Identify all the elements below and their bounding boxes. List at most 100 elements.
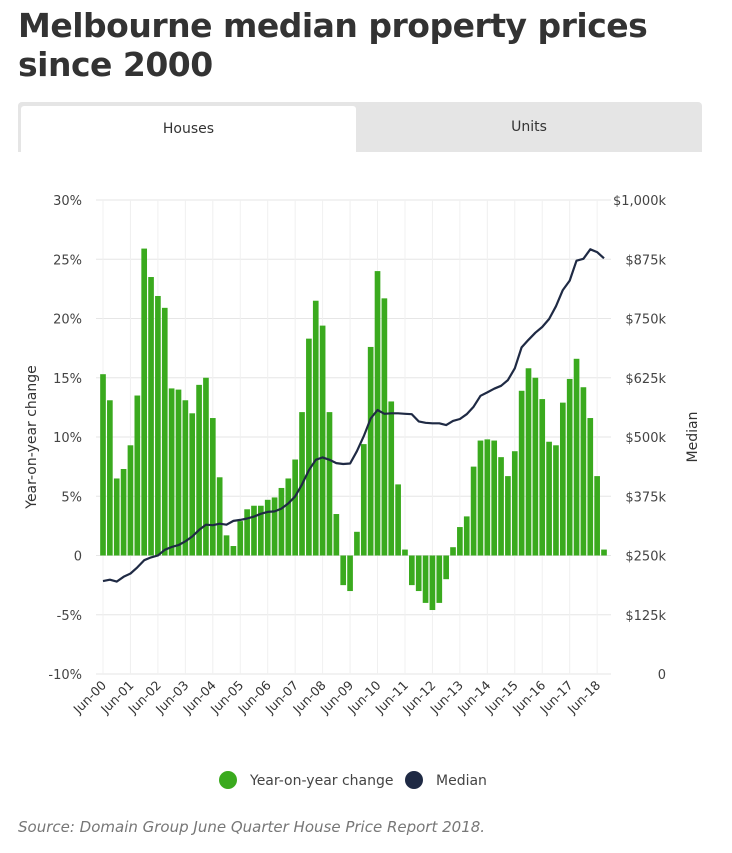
y-tick-label: 15% <box>53 372 82 387</box>
bar <box>580 387 587 556</box>
bar <box>422 555 429 603</box>
bar <box>553 445 559 556</box>
y-tick-label: 10% <box>53 431 82 446</box>
bar <box>505 476 511 556</box>
y-axis-title: Year-on-year change <box>24 365 40 510</box>
bar <box>168 388 175 556</box>
bar <box>360 444 367 556</box>
bar <box>237 521 244 556</box>
bar <box>450 547 456 556</box>
source-note: Source: Domain Group June Quarter House … <box>18 818 486 836</box>
y-tick-label: 25% <box>53 253 82 268</box>
bar <box>175 389 182 556</box>
y2-tick-label: $625k <box>625 372 666 387</box>
chart: 30% 25% 20% 15% 10% 5% 0 -5% -10% $1,000k $875k $75… <box>24 194 701 789</box>
legend-marker-yoy <box>219 771 237 789</box>
bar <box>196 384 202 556</box>
y-tick-label: 30% <box>53 194 82 209</box>
bar <box>216 477 223 556</box>
bar <box>443 555 449 580</box>
bar <box>511 451 518 556</box>
bar <box>285 478 292 556</box>
bar <box>347 555 353 592</box>
bar <box>498 457 504 556</box>
y2-tick-label: $375k <box>625 490 666 505</box>
page-title: Melbourne median property prices since 2… <box>18 6 648 84</box>
bar <box>223 535 230 556</box>
bar <box>127 445 134 556</box>
bar <box>120 468 127 556</box>
bar <box>244 509 250 556</box>
bar <box>587 418 594 556</box>
y2-axis-title: Median <box>685 412 701 463</box>
bar <box>395 484 401 556</box>
bar <box>161 307 168 556</box>
bar <box>559 402 566 556</box>
bar <box>415 555 422 592</box>
y-tick-label: 0 <box>74 550 82 565</box>
bar <box>367 346 374 556</box>
bar <box>209 418 216 556</box>
bar <box>566 378 573 556</box>
y2-tick-label: $250k <box>625 550 666 565</box>
bar <box>518 390 525 556</box>
bar <box>251 505 257 556</box>
bar <box>457 527 463 556</box>
bar <box>230 546 237 556</box>
bar <box>278 487 285 556</box>
bar <box>388 401 395 556</box>
y-tick-label: 20% <box>53 313 82 328</box>
bar <box>271 497 278 556</box>
bar <box>546 441 552 556</box>
bar <box>264 499 271 556</box>
bar <box>409 555 415 586</box>
bar <box>532 377 539 556</box>
tab-bar: Houses Units <box>18 102 702 152</box>
y2-tick-label: $500k <box>625 431 666 446</box>
bar <box>374 271 381 556</box>
bar <box>477 440 484 556</box>
bar <box>189 413 196 556</box>
bar <box>148 277 154 556</box>
bar <box>141 248 148 556</box>
y-tick-label: 5% <box>61 490 82 505</box>
bar <box>429 555 436 611</box>
bar <box>340 555 347 586</box>
bar <box>525 368 532 556</box>
bar <box>539 399 546 556</box>
bar <box>436 555 443 603</box>
bar <box>258 505 264 556</box>
bar <box>594 476 600 556</box>
bar <box>333 514 340 556</box>
bar <box>354 531 360 556</box>
bar <box>182 400 189 556</box>
bar <box>573 358 580 556</box>
bar <box>601 549 607 556</box>
bar <box>319 325 326 556</box>
tab-units[interactable]: Units <box>511 119 547 135</box>
y2-tick-label: $750k <box>625 313 666 328</box>
bar <box>134 395 141 556</box>
median-line <box>102 248 605 583</box>
bar <box>484 439 491 556</box>
y-tick-label: -5% <box>57 609 82 624</box>
y2-tick-label: $125k <box>625 609 666 624</box>
bar <box>491 440 498 556</box>
bar <box>100 374 106 556</box>
bar <box>402 549 408 556</box>
bar <box>381 298 388 556</box>
legend-marker-median <box>405 771 423 789</box>
bar <box>312 300 319 556</box>
bar <box>203 377 209 556</box>
bar <box>113 478 120 556</box>
y2-tick-label: $875k <box>625 253 666 268</box>
y-tick-label: -10% <box>48 668 82 683</box>
bar <box>155 295 161 556</box>
tab-houses[interactable]: Houses <box>21 106 356 152</box>
bar <box>326 412 333 556</box>
bar <box>107 400 113 556</box>
legend-label-median: Median <box>436 773 487 789</box>
y2-tick-label: 0 <box>658 668 666 683</box>
bar <box>292 459 298 556</box>
bar <box>470 466 477 556</box>
